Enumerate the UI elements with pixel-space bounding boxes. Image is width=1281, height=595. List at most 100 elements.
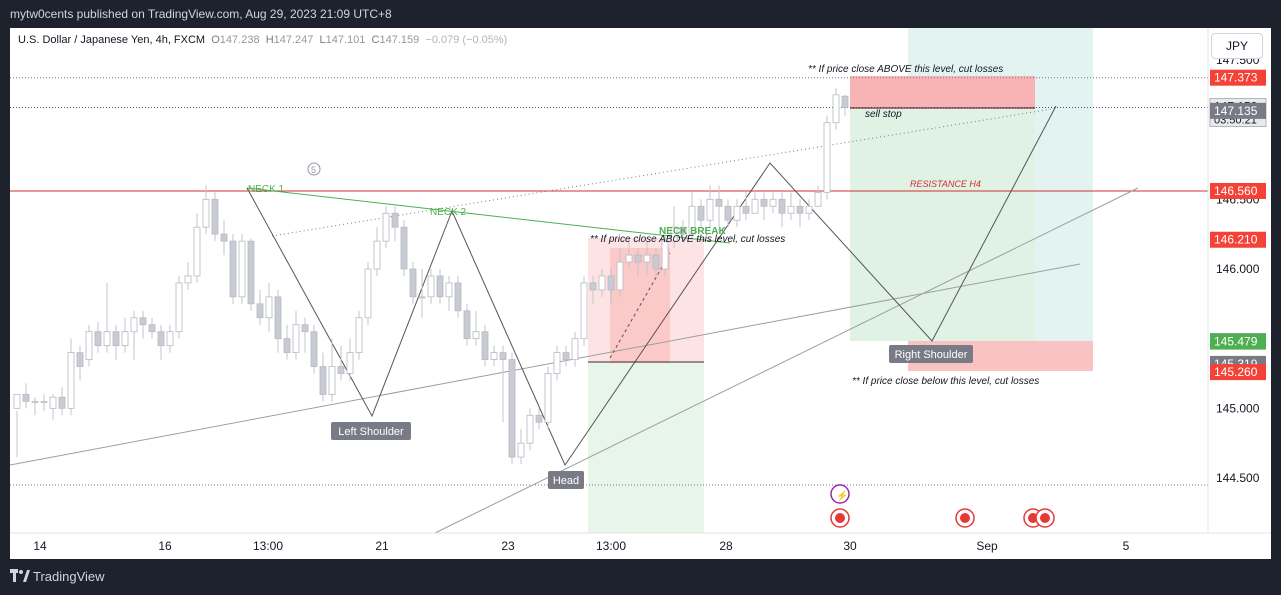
candle-body bbox=[751, 198, 759, 214]
head-label: Head bbox=[553, 475, 579, 487]
symbol-title[interactable]: U.S. Dollar / Japanese Yen, 4h, FXCM bbox=[18, 34, 206, 46]
candle bbox=[310, 324, 318, 374]
candle bbox=[49, 394, 57, 420]
candle-body bbox=[238, 240, 246, 298]
candle-body bbox=[418, 296, 426, 299]
y-tick-label: 146.000 bbox=[1216, 262, 1260, 276]
candle-body bbox=[283, 338, 291, 353]
candle bbox=[832, 87, 840, 130]
high-value: 147.247 bbox=[273, 34, 314, 46]
high-label: H bbox=[265, 34, 274, 46]
candle-body bbox=[166, 331, 174, 347]
candle-body bbox=[139, 317, 147, 326]
candle-body bbox=[355, 317, 363, 353]
candle-body bbox=[571, 338, 579, 360]
candle bbox=[715, 185, 723, 228]
candle bbox=[742, 192, 750, 221]
price-chart[interactable]: NECK 1 NECK 2 NECK BREAK RESISTANCE H4 sell … bbox=[10, 28, 1271, 559]
candle-body bbox=[832, 94, 840, 124]
candle bbox=[751, 192, 759, 214]
candle bbox=[724, 199, 732, 228]
candle-body bbox=[778, 198, 786, 214]
candle-body bbox=[148, 324, 156, 333]
target-zone-left bbox=[588, 363, 704, 533]
candle bbox=[229, 234, 237, 304]
candle bbox=[823, 115, 831, 200]
candle bbox=[391, 206, 399, 242]
candle bbox=[598, 269, 606, 297]
candle bbox=[517, 429, 525, 465]
candle bbox=[544, 366, 552, 430]
tradingview-brand[interactable]: TradingView bbox=[33, 569, 105, 584]
candle-body bbox=[769, 198, 777, 207]
candle bbox=[13, 393, 21, 458]
price-tag-value: 146.210 bbox=[1214, 233, 1258, 247]
candle bbox=[706, 185, 714, 228]
candle-body bbox=[445, 282, 453, 298]
candle bbox=[679, 220, 687, 242]
candle bbox=[607, 269, 615, 304]
cutloss-mid-label: ** If price close ABOVE this level, cut … bbox=[590, 234, 785, 245]
candle bbox=[364, 262, 372, 325]
candle-body bbox=[805, 205, 813, 214]
candle bbox=[463, 303, 471, 346]
candle bbox=[787, 192, 795, 221]
candle-body bbox=[544, 373, 552, 423]
candle-body bbox=[823, 122, 831, 193]
candle bbox=[499, 345, 507, 423]
neck-break-label: NECK BREAK bbox=[659, 226, 726, 237]
lightning-event-icon[interactable] bbox=[830, 484, 850, 504]
chart-frame[interactable]: NECK 1 NECK 2 NECK BREAK RESISTANCE H4 sell … bbox=[10, 28, 1271, 559]
candle-body bbox=[724, 205, 732, 221]
candle bbox=[337, 345, 345, 381]
y-tick-label: 145.000 bbox=[1216, 401, 1260, 415]
right-shoulder-label: Right Shoulder bbox=[895, 349, 968, 361]
candle bbox=[346, 338, 354, 381]
candle bbox=[481, 324, 489, 367]
open-value: 147.238 bbox=[219, 34, 260, 46]
price-tag-red bbox=[1210, 69, 1266, 86]
candle-body bbox=[562, 352, 570, 360]
us-event-icon-dot bbox=[1040, 513, 1050, 523]
candle bbox=[103, 282, 111, 353]
price-tag-green bbox=[1210, 333, 1266, 350]
candle-body bbox=[85, 331, 93, 360]
candle-body bbox=[589, 282, 597, 291]
candle bbox=[553, 345, 561, 381]
x-tick-label: 16 bbox=[158, 539, 172, 553]
neckline bbox=[246, 187, 731, 244]
candle bbox=[454, 275, 462, 318]
candle-body bbox=[373, 240, 381, 270]
candle bbox=[616, 248, 624, 297]
candle bbox=[121, 317, 129, 353]
candle bbox=[301, 317, 309, 353]
candle bbox=[814, 185, 822, 207]
close-label: C bbox=[371, 34, 380, 46]
candle-body bbox=[760, 198, 768, 207]
y-tick-label: 144.500 bbox=[1216, 471, 1260, 485]
price-tag-value: 145.479 bbox=[1214, 335, 1258, 349]
candle bbox=[661, 234, 669, 276]
close-value: 147.159 bbox=[379, 34, 420, 46]
price-tag-red bbox=[1210, 182, 1266, 199]
tradingview-logo-icon[interactable] bbox=[10, 569, 30, 583]
wave-5-label: 5 bbox=[311, 165, 316, 175]
candle-body bbox=[337, 366, 345, 374]
currency-button[interactable]: JPY bbox=[1211, 33, 1263, 59]
candle bbox=[382, 206, 390, 249]
candle-body bbox=[841, 95, 849, 108]
publish-info: mytw0cents published on TradingView.com,… bbox=[10, 7, 392, 21]
candle-body bbox=[58, 396, 66, 409]
candle bbox=[697, 199, 705, 228]
candle-body bbox=[517, 442, 525, 458]
resistance-label: RESISTANCE H4 bbox=[910, 179, 981, 189]
candle bbox=[445, 275, 453, 311]
candle bbox=[76, 345, 84, 381]
footer: TradingView bbox=[0, 559, 1281, 595]
pattern-zigzag bbox=[246, 105, 1057, 467]
x-tick-label: 5 bbox=[1123, 539, 1130, 553]
candle bbox=[274, 289, 282, 353]
trendline-lower bbox=[10, 263, 1081, 466]
candle bbox=[202, 185, 210, 235]
candle bbox=[40, 394, 48, 412]
